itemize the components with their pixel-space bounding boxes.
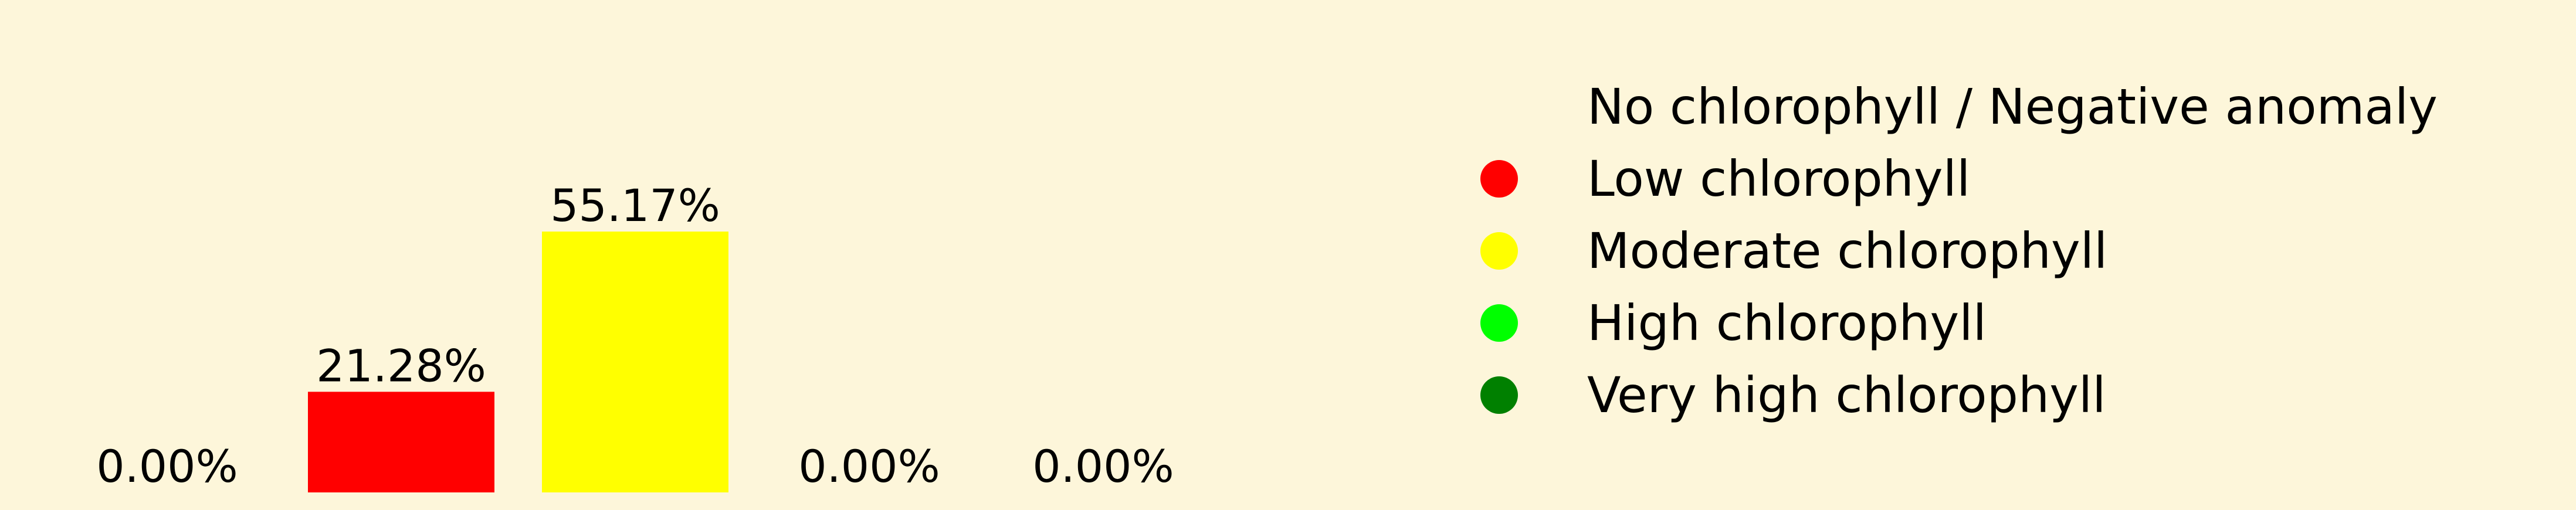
- legend-label: No chlorophyll / Negative anomaly: [1587, 77, 2438, 135]
- data-label-high-chlorophyll: 0.00%: [798, 440, 940, 492]
- bar-moderate-chlorophyll: [542, 232, 728, 492]
- legend-item-very-high-chlorophyll: Very high chlorophyll: [1472, 359, 2438, 431]
- bar-chart: 0.00% 21.28% 55.17% 0.00% 0.00%: [96, 179, 1174, 492]
- legend: No chlorophyll / Negative anomaly Low ch…: [1472, 70, 2438, 431]
- bar-low-chlorophyll: [308, 392, 494, 492]
- legend-item-low-chlorophyll: Low chlorophyll: [1472, 142, 2438, 215]
- legend-label: Moderate chlorophyll: [1587, 222, 2108, 280]
- data-label-no-chlorophyll-negative-anomaly: 0.00%: [96, 440, 238, 492]
- data-label-moderate-chlorophyll: 55.17%: [550, 179, 720, 232]
- legend-label: Very high chlorophyll: [1587, 366, 2106, 424]
- legend-marker-high-chlorophyll: [1480, 304, 1518, 342]
- legend-marker-low-chlorophyll: [1480, 159, 1518, 198]
- data-label-low-chlorophyll: 21.28%: [316, 339, 486, 392]
- legend-item-moderate-chlorophyll: Moderate chlorophyll: [1472, 215, 2438, 287]
- data-label-very-high-chlorophyll: 0.00%: [1032, 440, 1174, 492]
- legend-marker-no-chlorophyll: [1480, 87, 1518, 125]
- legend-label: Low chlorophyll: [1587, 149, 1971, 208]
- legend-marker-moderate-chlorophyll: [1480, 232, 1518, 270]
- legend-item-no-chlorophyll: No chlorophyll / Negative anomaly: [1472, 70, 2438, 142]
- legend-item-high-chlorophyll: High chlorophyll: [1472, 287, 2438, 359]
- legend-marker-very-high-chlorophyll: [1480, 376, 1518, 414]
- legend-label: High chlorophyll: [1587, 294, 1987, 352]
